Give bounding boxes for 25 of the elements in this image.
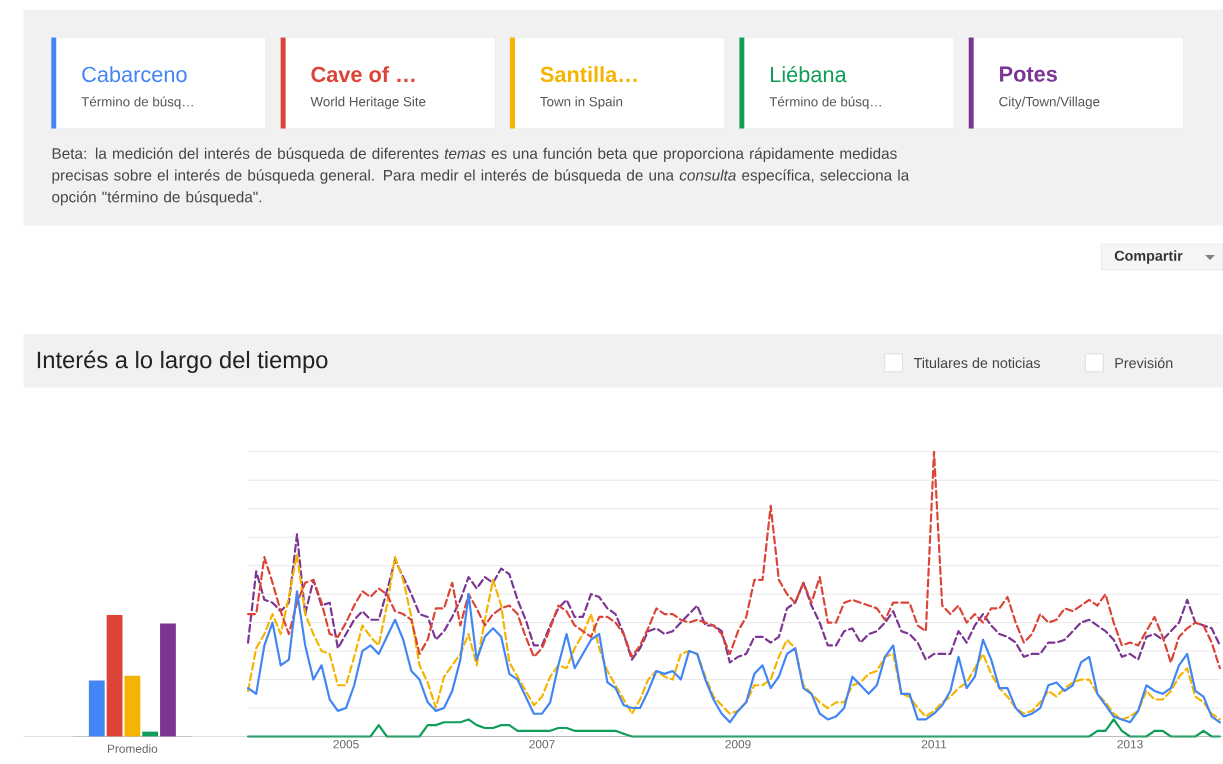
x-tick-label: 2011 [921,739,947,749]
text: Cabarceno [82,66,187,83]
text: Liébana [771,65,847,83]
x-tick-label: Promedio [107,744,158,753]
text: Término de búsq… [81,96,193,110]
text: Cave of … [311,66,415,83]
text: Previsión [1115,357,1173,369]
x-tick-label: 2013 [1117,739,1143,749]
text: World Heritage Site [310,96,426,109]
x-tick-label: 2009 [725,739,751,749]
text: Término de búsq… [769,96,881,110]
text: City/Town/Village [999,96,1100,109]
bar [160,623,176,737]
bar [124,675,141,737]
text: Compartir [1114,250,1183,264]
text: Santilla… [540,66,637,83]
x-tick-label: 2007 [529,739,555,749]
chart-title: Interés a lo largo del tiempo [37,350,328,373]
x-tick-label: 2005 [333,739,359,749]
text: Beta: la medición del interés de búsqueda de diferentes temas es una función beta que proporciona rápidamente medidas precisas sobre el interés de búsqueda general. Para medir el interés de búsqueda de una consulta específica, selecciona la opción "término de búsqueda". [52,147,910,206]
bar [106,614,123,737]
text: Potes [1000,66,1057,82]
text: Titulares de noticias [913,357,1040,368]
bar [88,680,105,737]
text: Town in Spain [540,96,623,109]
